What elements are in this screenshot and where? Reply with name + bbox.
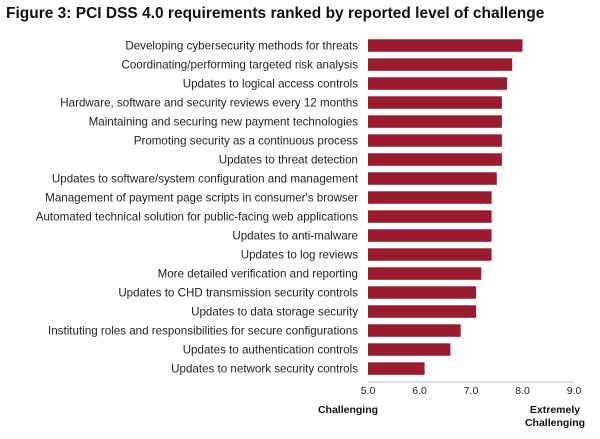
category-label: Automated technical solution for public-… (36, 211, 358, 224)
bar (368, 172, 497, 185)
bar (368, 134, 502, 147)
scale-high-label-line1: Extremely (530, 404, 580, 416)
bar (368, 115, 502, 128)
x-tick-label: 6.0 (412, 385, 427, 397)
category-label: Hardware, software and security reviews … (60, 97, 358, 110)
scale-high-label-line2: Challenging (525, 417, 585, 429)
category-label: Management of payment page scripts in co… (45, 192, 358, 205)
bar (368, 343, 451, 356)
category-label: More detailed verification and reporting (158, 268, 358, 281)
bar (368, 267, 482, 280)
category-label: Updates to data storage security (191, 306, 358, 319)
bar (368, 191, 492, 204)
category-label: Updates to log reviews (241, 249, 358, 262)
bar (368, 362, 425, 375)
bar (368, 305, 477, 318)
category-label: Updates to logical access controls (183, 78, 358, 91)
category-label: Updates to threat detection (219, 154, 358, 167)
x-tick-label: 9.0 (567, 385, 582, 397)
bar (368, 229, 492, 242)
bar (368, 210, 492, 223)
x-tick-label: 5.0 (361, 385, 376, 397)
category-label: Instituting roles and responsibilities f… (48, 325, 358, 338)
chart-title: Figure 3: PCI DSS 4.0 requirements ranke… (6, 5, 545, 22)
category-label: Promoting security as a continuous proce… (134, 135, 358, 148)
category-label: Coordinating/performing targeted risk an… (121, 59, 358, 72)
category-label: Updates to software/system configuration… (52, 173, 359, 186)
category-label: Developing cybersecurity methods for thr… (125, 40, 358, 53)
category-label: Updates to anti-malware (232, 230, 358, 243)
category-label: Maintaining and securing new payment tec… (89, 116, 359, 129)
category-label: Updates to CHD transmission security con… (118, 287, 358, 300)
category-label: Updates to authentication controls (183, 344, 359, 357)
x-tick-label: 8.0 (515, 385, 530, 397)
category-label: Updates to network security controls (171, 363, 358, 376)
bar (368, 77, 508, 90)
bar (368, 39, 523, 52)
bar (368, 58, 513, 71)
scale-low-label: Challenging (318, 404, 378, 416)
bar (368, 248, 492, 261)
x-tick-label: 7.0 (464, 385, 479, 397)
bar (368, 286, 477, 299)
bar (368, 324, 461, 337)
bar (368, 96, 502, 109)
bar (368, 153, 502, 166)
